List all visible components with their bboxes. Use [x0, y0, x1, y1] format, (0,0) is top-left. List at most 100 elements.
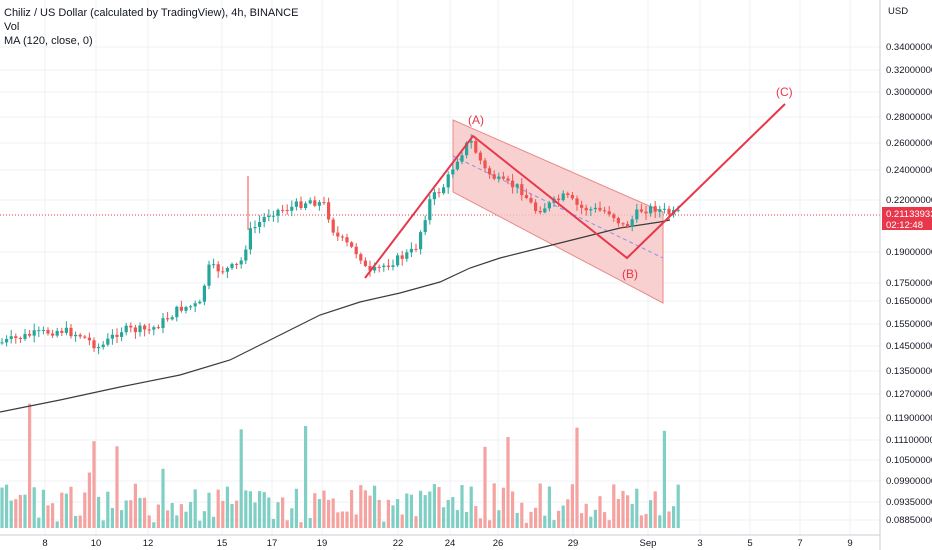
- volume-bar: [253, 502, 257, 528]
- candle-body: [497, 176, 501, 179]
- candle-body: [612, 214, 616, 219]
- volume-bar: [552, 520, 556, 528]
- volume-bar: [55, 521, 59, 528]
- candle-body: [575, 198, 579, 205]
- volume-bar: [92, 441, 96, 528]
- volume-bar: [14, 499, 18, 528]
- candle-body: [492, 174, 496, 179]
- candle-body: [662, 208, 666, 210]
- candle-body: [32, 330, 36, 336]
- volume-bar: [437, 487, 441, 528]
- volume-bar: [676, 484, 680, 528]
- candle-body: [428, 199, 432, 221]
- volume-bar: [672, 506, 676, 528]
- volume-bar: [124, 500, 128, 528]
- volume-bar: [161, 468, 165, 528]
- candle-body: [644, 211, 648, 214]
- volume-bar: [501, 487, 505, 528]
- volume-bar: [497, 510, 501, 528]
- volume-bar: [74, 515, 78, 528]
- candle-body: [143, 325, 147, 330]
- price-tick-label: 0.15500000: [886, 319, 932, 330]
- volume-bar: [313, 493, 317, 528]
- candle-body: [271, 215, 275, 217]
- legend-ma[interactable]: MA (120, close, 0): [4, 35, 93, 47]
- volume-bar: [267, 497, 271, 528]
- legend-title[interactable]: Chiliz / US Dollar (calculated by Tradin…: [4, 7, 299, 19]
- volume-bar: [414, 516, 418, 528]
- price-tick-label: 0.30000000: [886, 87, 932, 98]
- candle-body: [478, 152, 482, 161]
- candle-body: [603, 210, 607, 212]
- ma-line: [0, 219, 671, 413]
- volume-bar: [184, 511, 188, 528]
- volume-bar: [557, 510, 561, 528]
- volume-bar: [354, 514, 358, 528]
- candle-body: [414, 248, 418, 250]
- candle-body: [382, 265, 386, 268]
- legend-volume[interactable]: Vol: [4, 21, 20, 33]
- price-tick-label: 0.09900000: [886, 476, 932, 487]
- volume-bar: [110, 507, 114, 528]
- wave-drawing[interactable]: (A) (B) (C): [364, 85, 793, 281]
- volume-bar: [41, 489, 45, 528]
- currency-label: USD: [888, 6, 908, 17]
- candle-body: [212, 264, 216, 266]
- candle-body: [37, 330, 41, 332]
- candle-body: [101, 344, 105, 348]
- time-axis[interactable]: 8 10 12 15 17 19 22 24 26 29 Sep 3 5 7 9: [0, 534, 880, 549]
- volume-bar: [170, 502, 174, 528]
- candle-body: [41, 329, 45, 331]
- volume-bar: [64, 493, 68, 528]
- candle-body: [630, 219, 634, 227]
- volume-bar: [193, 489, 197, 528]
- candle-body: [110, 334, 114, 339]
- candle-body: [570, 195, 574, 199]
- price-tick-label: 0.12700000: [886, 389, 932, 400]
- candle-body: [506, 178, 510, 181]
- volume-bar: [133, 483, 137, 528]
- candle-body: [308, 200, 312, 204]
- candle-body: [635, 209, 639, 220]
- candle-body: [120, 332, 124, 337]
- volume-bar: [120, 510, 124, 528]
- volume-bar: [428, 491, 432, 528]
- volume-bar: [649, 500, 653, 528]
- volume-bar: [115, 446, 119, 528]
- candle-body: [170, 317, 174, 320]
- volume-bar: [69, 486, 73, 528]
- volume-bar: [584, 503, 588, 528]
- volume-bar: [87, 472, 91, 528]
- candle-body: [580, 204, 584, 208]
- volume-bar: [368, 495, 372, 528]
- candle-body: [230, 263, 234, 268]
- volume-bar: [474, 506, 478, 528]
- price-axis[interactable]: USD 0.34000000 0.32000000 0.30000000 0.28000…: [879, 0, 932, 550]
- candle-body: [258, 222, 262, 227]
- volume-bar: [32, 487, 36, 528]
- candle-body: [455, 161, 459, 170]
- volume-bar: [488, 520, 492, 528]
- volume-bar: [37, 517, 41, 528]
- volume-bar: [207, 492, 211, 528]
- candle-body: [313, 200, 317, 206]
- price-tick-label: 0.19000000: [886, 247, 932, 258]
- volume-bar: [129, 500, 133, 528]
- candle-body: [193, 303, 197, 307]
- candle-body: [115, 334, 119, 337]
- candle-body: [515, 184, 519, 188]
- candle-body: [9, 336, 13, 339]
- candle-body: [460, 155, 464, 162]
- volume-bar: [336, 512, 340, 528]
- candle-body: [359, 254, 363, 261]
- wave-c-label: (C): [776, 85, 793, 99]
- candle-body: [437, 192, 441, 194]
- volume-bar: [363, 490, 367, 528]
- candle-body: [166, 318, 170, 320]
- candle-body: [175, 306, 179, 318]
- candle-body: [304, 203, 308, 209]
- candle-body: [616, 218, 620, 224]
- volume-bar: [235, 500, 239, 528]
